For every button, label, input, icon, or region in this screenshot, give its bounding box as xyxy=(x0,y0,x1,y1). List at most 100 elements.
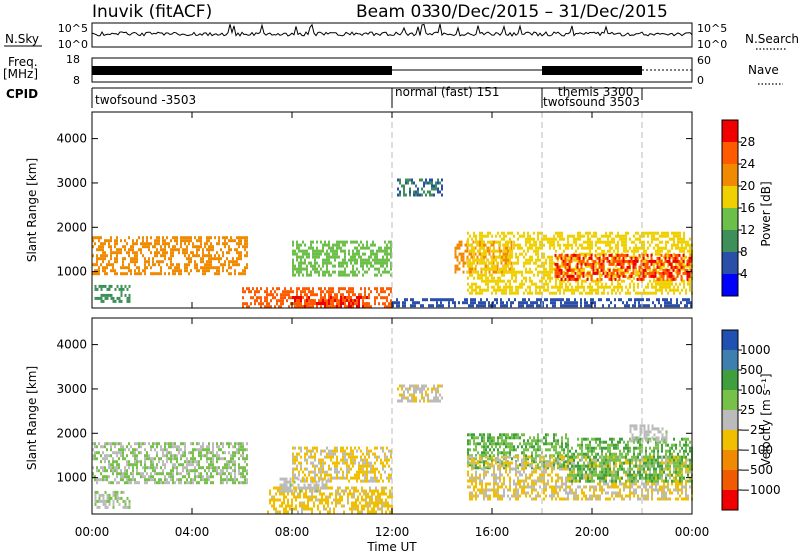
data-cell xyxy=(622,262,625,266)
data-cell xyxy=(368,464,370,468)
data-cell xyxy=(366,470,368,474)
data-cell xyxy=(367,504,369,508)
data-cell xyxy=(130,463,132,467)
data-cell xyxy=(323,483,326,487)
data-cell xyxy=(501,291,503,295)
data-cell xyxy=(357,504,359,508)
data-cell xyxy=(196,460,198,464)
data-cell xyxy=(477,258,479,262)
data-cell xyxy=(144,466,146,470)
data-cell xyxy=(563,279,565,283)
data-cell xyxy=(513,240,515,244)
data-cell xyxy=(633,288,635,292)
data-cell xyxy=(344,302,346,306)
data-cell xyxy=(301,504,303,508)
data-cell xyxy=(144,463,146,467)
data-cell xyxy=(168,481,170,485)
data-cell xyxy=(621,267,623,271)
data-cell xyxy=(324,270,326,274)
data-cell xyxy=(363,492,365,496)
data-cell xyxy=(342,249,344,253)
data-cell xyxy=(324,473,326,477)
data-cell xyxy=(577,279,579,283)
data-cell xyxy=(114,451,116,455)
data-cell xyxy=(559,231,561,235)
data-cell xyxy=(200,257,202,261)
data-cell xyxy=(238,257,240,261)
data-cell xyxy=(314,479,316,483)
data-cell xyxy=(591,258,593,262)
data-cell xyxy=(529,258,531,262)
data-cell xyxy=(499,255,501,259)
data-cell xyxy=(174,481,176,485)
data-cell xyxy=(349,507,351,511)
data-cell xyxy=(609,270,611,274)
data-cell xyxy=(252,296,254,300)
data-cell xyxy=(128,502,131,506)
data-cell xyxy=(487,436,489,440)
data-cell xyxy=(382,264,384,268)
data-cell xyxy=(531,291,533,295)
data-cell xyxy=(669,282,671,286)
data-cell xyxy=(92,236,94,240)
data-cell xyxy=(150,463,152,467)
data-cell xyxy=(462,252,465,256)
data-cell xyxy=(487,439,489,443)
data-cell xyxy=(206,478,208,482)
data-cell xyxy=(158,239,160,243)
data-cell xyxy=(242,290,244,294)
data-cell xyxy=(118,251,120,255)
data-cell xyxy=(156,251,158,255)
data-cell xyxy=(178,481,180,485)
data-cell xyxy=(182,469,184,473)
data-cell xyxy=(374,267,376,271)
data-cell xyxy=(315,483,318,487)
data-cell xyxy=(285,507,287,511)
data-cell xyxy=(228,445,230,449)
data-cell xyxy=(116,272,118,276)
data-cell xyxy=(540,298,542,302)
data-cell xyxy=(371,501,373,505)
data-cell xyxy=(504,246,507,250)
data-cell xyxy=(178,463,180,467)
data-cell xyxy=(180,245,182,249)
data-cell xyxy=(186,248,188,252)
data-cell xyxy=(332,290,334,294)
data-cell xyxy=(650,256,653,260)
data-cell xyxy=(292,473,294,477)
data-cell xyxy=(343,492,345,496)
data-cell xyxy=(485,448,487,452)
data-cell xyxy=(342,473,344,477)
data-cell xyxy=(156,481,158,485)
data-cell xyxy=(364,458,366,462)
data-cell xyxy=(608,268,611,272)
data-cell xyxy=(581,243,583,247)
data-cell xyxy=(639,255,641,259)
data-cell xyxy=(382,449,384,453)
data-cell xyxy=(533,282,535,286)
data-cell xyxy=(172,469,174,473)
data-cell xyxy=(306,461,308,465)
data-cell xyxy=(300,249,302,253)
data-cell xyxy=(330,261,332,265)
data-cell xyxy=(533,273,535,277)
data-cell xyxy=(481,436,483,440)
data-cell xyxy=(238,442,240,446)
data-cell xyxy=(132,472,134,476)
data-cell xyxy=(204,272,206,276)
data-cell xyxy=(613,249,615,253)
data-cell xyxy=(184,239,186,243)
data-cell xyxy=(120,272,122,276)
data-cell xyxy=(348,293,350,297)
data-cell xyxy=(648,304,650,308)
data-cell xyxy=(192,251,194,255)
data-cell xyxy=(190,236,192,240)
data-cell xyxy=(491,445,493,449)
data-cell xyxy=(527,231,529,235)
data-cell xyxy=(120,490,123,494)
data-cell xyxy=(591,279,593,283)
data-cell xyxy=(291,498,293,502)
data-cell xyxy=(216,457,218,461)
data-cell xyxy=(570,256,573,260)
data-cell xyxy=(337,489,339,493)
